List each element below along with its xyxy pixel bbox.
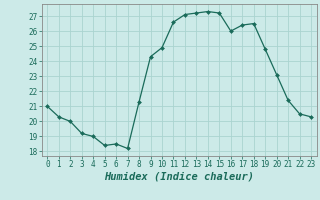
- X-axis label: Humidex (Indice chaleur): Humidex (Indice chaleur): [104, 172, 254, 182]
